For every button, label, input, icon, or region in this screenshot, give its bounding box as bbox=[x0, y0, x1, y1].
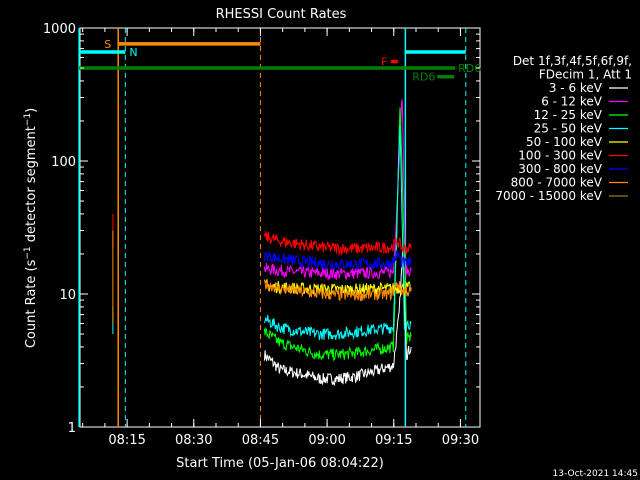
legend-header: Det 1f,3f,4f,5f,6f,9f, bbox=[513, 54, 632, 68]
plot-frame bbox=[79, 27, 481, 428]
flag-bar-label: F bbox=[381, 55, 387, 68]
series-line bbox=[263, 99, 412, 281]
legend-label: 12 - 25 keV bbox=[534, 108, 603, 122]
x-tick-label: 08:30 bbox=[175, 433, 212, 448]
x-tick-label: 08:45 bbox=[242, 433, 279, 448]
y-tick-label: 100 bbox=[51, 155, 76, 170]
series-line bbox=[263, 251, 412, 387]
y-axis-label: Count Rate (s−1 detector segment−1) bbox=[23, 108, 39, 348]
flag-bar-label: S bbox=[104, 38, 111, 51]
legend-label: 300 - 800 keV bbox=[518, 162, 602, 176]
legend-label: 50 - 100 keV bbox=[526, 135, 603, 149]
series-line bbox=[263, 107, 412, 362]
legend-header: FDecim 1, Att 1 bbox=[539, 68, 632, 82]
flag-layer: S N F RD6 RD6 bbox=[78, 28, 481, 427]
footer-date: 13-Oct-2021 14:45 bbox=[553, 469, 638, 479]
flag-bar-label: N bbox=[129, 46, 137, 59]
y-tick-label: 1000 bbox=[43, 22, 76, 37]
x-tick-label: 09:30 bbox=[442, 433, 479, 448]
flag-bar-label: RD6 bbox=[458, 62, 481, 75]
legend: Det 1f,3f,4f,5f,6f,9f,FDecim 1, Att 13 -… bbox=[495, 54, 632, 203]
x-axis-label: Start Time (05-Jan-06 08:04:22) bbox=[176, 456, 384, 471]
chart-title: RHESSI Count Rates bbox=[216, 7, 347, 22]
series-line bbox=[263, 250, 412, 272]
series-line bbox=[263, 124, 412, 341]
legend-label: 3 - 6 keV bbox=[549, 81, 603, 95]
y-tick-label: 10 bbox=[59, 288, 76, 303]
legend-label: 6 - 12 keV bbox=[541, 95, 603, 109]
legend-label: 100 - 300 keV bbox=[518, 149, 602, 163]
x-tick-label: 08:15 bbox=[108, 433, 145, 448]
x-tick-label: 09:15 bbox=[375, 433, 412, 448]
x-tick-label: 09:00 bbox=[308, 433, 345, 448]
axes-layer: 1 10 100 1000 08:15 08:30 08:45 09:00 09:15 09:30 bbox=[43, 22, 480, 448]
legend-label: 25 - 50 keV bbox=[534, 122, 603, 136]
series-layer bbox=[112, 99, 412, 387]
flag-bar-label: RD6 bbox=[412, 71, 435, 84]
legend-label: 800 - 7000 keV bbox=[511, 176, 603, 190]
series-line bbox=[263, 231, 412, 257]
y-tick-label: 1 bbox=[68, 421, 76, 436]
legend-label: 7000 - 15000 keV bbox=[495, 189, 602, 203]
series-line bbox=[263, 278, 412, 302]
